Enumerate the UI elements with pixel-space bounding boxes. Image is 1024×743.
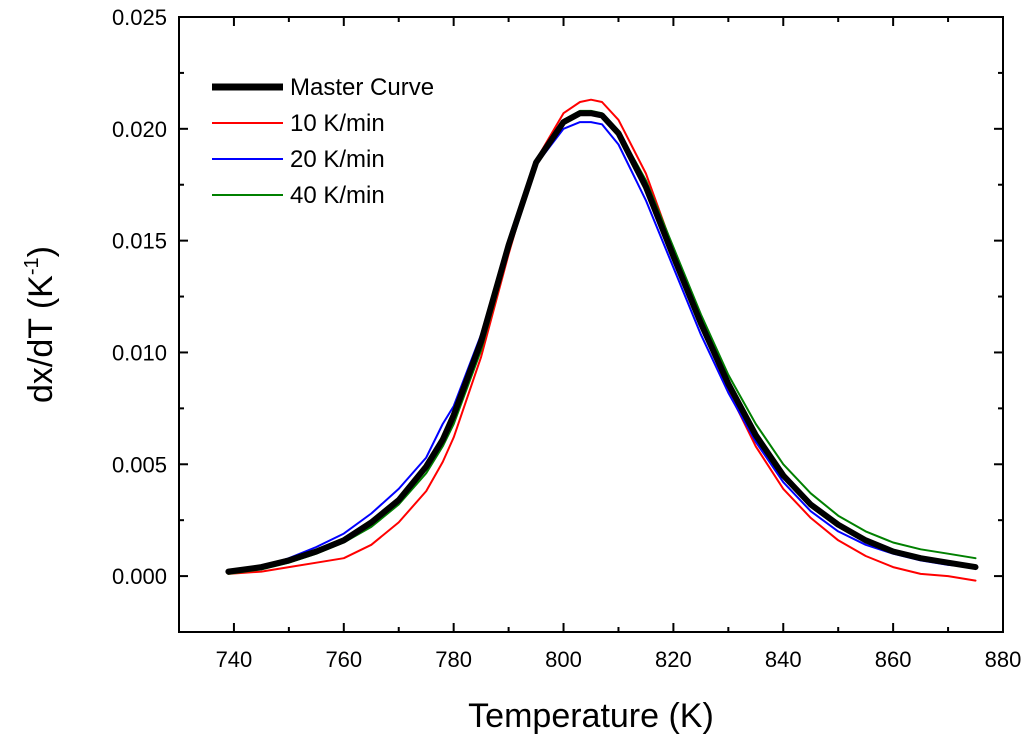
axes: 740 760 780 800 820 840 860 880 0.000 0.005 0.010 0… (112, 5, 1021, 672)
series-line-40-k-min (227, 109, 977, 575)
legend-label: 10 K/min (290, 110, 385, 137)
y-tick-label: 0.020 (112, 117, 167, 142)
legend-label: Master Curve (290, 74, 434, 101)
series-line-20-k-min (227, 121, 977, 573)
x-tick-label: 800 (545, 647, 582, 672)
y-tick-label: 0.025 (112, 5, 167, 30)
plot-frame (178, 16, 1004, 633)
y-axis-title-close: ) (22, 246, 60, 257)
plot-area (225, 98, 979, 582)
y-tick-label: 0.010 (112, 340, 167, 365)
legend-label: 20 K/min (290, 146, 385, 173)
legend-label: 40 K/min (290, 182, 385, 209)
x-tick-label: 820 (655, 647, 692, 672)
y-tick-label: 0.015 (112, 229, 167, 254)
x-tick-label: 740 (216, 647, 253, 672)
series-line-10-k-min (227, 98, 977, 582)
y-axis-title-superscript: -1 (21, 257, 43, 275)
x-tick-label: 880 (985, 647, 1022, 672)
x-tick-label: 840 (765, 647, 802, 672)
x-tick-label: 780 (435, 647, 472, 672)
legend: Master Curve 10 K/min 20 K/min 40 K/min (212, 74, 434, 209)
y-axis-title: dx/dT (K-1) (21, 246, 60, 403)
x-tick-label: 860 (875, 647, 912, 672)
y-tick-label: 0.000 (112, 564, 167, 589)
x-axis-title: Temperature (K) (468, 697, 714, 735)
y-tick-label: 0.005 (112, 452, 167, 477)
x-tick-label: 760 (325, 647, 362, 672)
series-line-master-curve (225, 110, 979, 575)
y-axis-title-main: dx/dT (K (22, 275, 60, 403)
